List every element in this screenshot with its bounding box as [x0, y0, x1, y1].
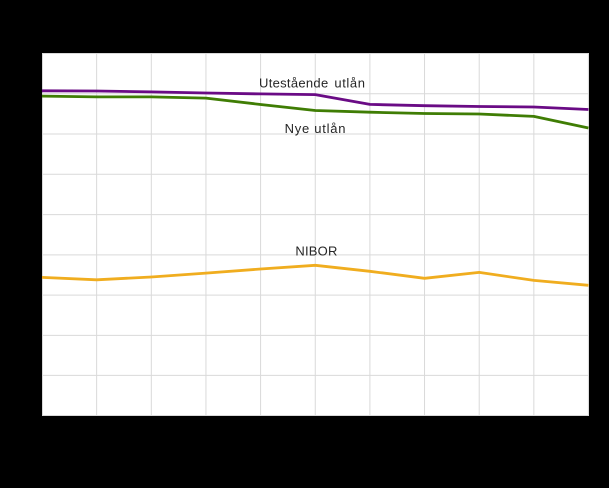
svg-text:Utestående: Utestående [259, 76, 329, 91]
svg-text:utlån: utlån [334, 76, 365, 91]
svg-text:Nye utlån: Nye utlån [285, 121, 347, 136]
svg-text:NIBOR: NIBOR [295, 244, 337, 259]
